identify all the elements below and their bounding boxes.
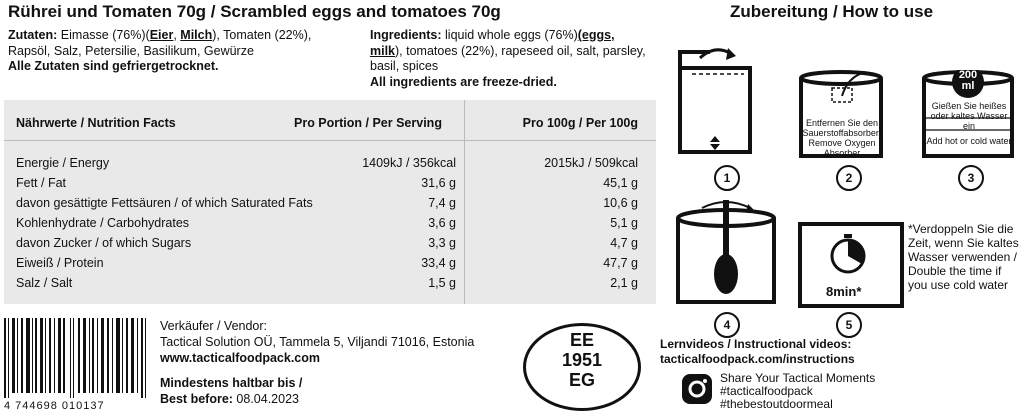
share-text: Share Your Tactical Moments #tacticalfoo… (720, 371, 876, 411)
step-3-caption-de: Gießen Sie heißes oder kaltes Wasser ein (930, 101, 1008, 131)
ingredients-en: Ingredients: liquid whole eggs (76%)(egg… (370, 28, 646, 89)
vendor-address: Tactical Solution OÜ, Tammela 5, Viljand… (160, 335, 475, 349)
stopwatch-icon (798, 222, 904, 308)
water-pouch-icon (922, 70, 1014, 158)
step-3-number: 3 (958, 165, 984, 191)
nutrition-header: Nährwerte / Nutrition Facts Pro Portion … (4, 100, 656, 141)
step-3-caption-en: Add hot or cold water (926, 136, 1012, 146)
health-mark-stamp: EE 1951 EG (523, 323, 641, 411)
vendor-label: Verkäufer / Vendor: (160, 319, 268, 333)
table-row: Eiweiß / Protein 33,4 g 47,7 g (16, 256, 638, 270)
table-row: davon gesättigte Fettsäuren / of which S… (16, 196, 638, 210)
step-5-time: 8min* (826, 284, 862, 299)
best-before-date: 08.04.2023 (236, 392, 299, 406)
ingredients-de: Zutaten: Eimasse (76%)(Eier, Milch), Tom… (8, 28, 312, 73)
barcode-icon (4, 318, 146, 398)
table-row: Kohlenhydrate / Carbohydrates 3,6 g 5,1 g (16, 216, 638, 230)
howto-title: Zubereitung / How to use (730, 2, 934, 21)
vendor-info: Verkäufer / Vendor: Tactical Solution OÜ… (160, 318, 474, 366)
instagram-icon (682, 374, 712, 404)
step-4-number: 4 (714, 312, 740, 338)
barcode-digits: 4 744698 010137 (4, 400, 105, 412)
step-2-number: 2 (836, 165, 862, 191)
product-title: Rührei und Tomaten 70g / Scrambled eggs … (8, 2, 501, 21)
vendor-website[interactable]: www.tacticalfoodpack.com (160, 351, 320, 365)
pouch-tear-icon (678, 48, 752, 154)
instructions-link[interactable]: tacticalfoodpack.com/instructions (660, 352, 855, 366)
freeze-dried-note-de: Alle Zutaten sind gefriergetrocknet. (8, 59, 219, 73)
step-1-number: 1 (714, 165, 740, 191)
cold-water-note: *Verdoppeln Sie die Zeit, wenn Sie kalte… (908, 222, 1019, 292)
table-row: davon Zucker / of which Sugars 3,3 g 4,7 g (16, 236, 638, 250)
table-row: Fett / Fat 31,6 g 45,1 g (16, 176, 638, 190)
learn-videos: Lernvideos / Instructional videos: tacti… (660, 337, 855, 366)
step-2-caption: Entfernen Sie den Sauerstoffabsorber/ Re… (802, 118, 882, 158)
step-5-number: 5 (836, 312, 862, 338)
nutrition-table: Nährwerte / Nutrition Facts Pro Portion … (4, 100, 656, 304)
column-divider (464, 100, 465, 304)
open-pouch-icon (799, 70, 883, 158)
freeze-dried-note-en: All ingredients are freeze-dried. (370, 74, 557, 89)
stir-spoon-icon (676, 200, 776, 304)
water-volume-badge: 200 ml (958, 69, 978, 92)
table-row: Energie / Energy 1409kJ / 356kcal 2015kJ /… (16, 156, 638, 170)
best-before: Mindestens haltbar bis / Best before: 08… (160, 376, 303, 406)
table-row: Salz / Salt 1,5 g 2,1 g (16, 276, 638, 290)
